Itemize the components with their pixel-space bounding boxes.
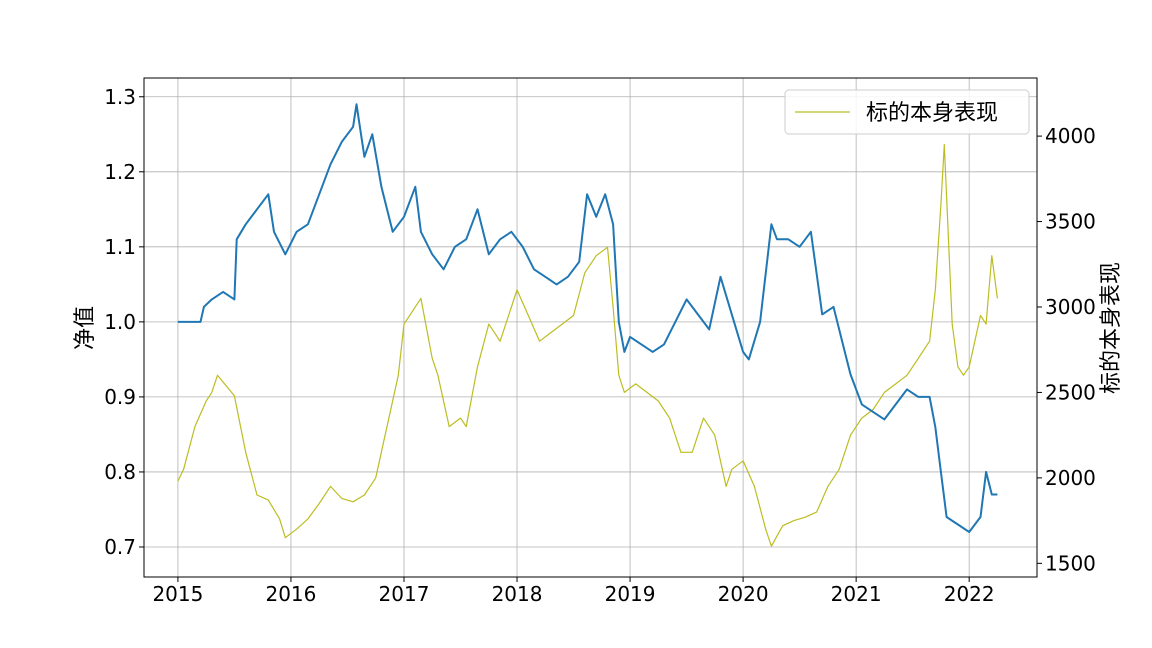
- y-tick-label: 1.1: [104, 235, 136, 259]
- x-tick-label: 2021: [831, 582, 882, 606]
- grid-lines: [144, 78, 1037, 577]
- x-tick-label: 2019: [605, 582, 656, 606]
- y-tick-label: 0.8: [104, 460, 136, 484]
- x-axis: 2015 2016 2017 2018 2019 2020 2021 2022: [152, 577, 995, 606]
- y-right-tick-label: 3500: [1045, 210, 1096, 234]
- y-right-tick-label: 4000: [1045, 124, 1096, 148]
- series-line-nav: [177, 103, 998, 533]
- y-tick-label: 1.0: [104, 310, 136, 334]
- y-tick-label: 0.9: [104, 385, 136, 409]
- y-right-tick-label: 2000: [1045, 466, 1096, 490]
- y-tick-label: 1.2: [104, 160, 136, 184]
- x-tick-label: 2017: [379, 582, 430, 606]
- x-tick-label: 2022: [944, 582, 995, 606]
- legend-label: 标的本身表现: [866, 101, 998, 126]
- y-axis-label-left: 净值: [73, 306, 98, 350]
- x-tick-label: 2018: [492, 582, 543, 606]
- y-axis-right: 1500 2000 2500 3000 3500 4000: [1037, 124, 1096, 575]
- series-line-underlying: [177, 144, 998, 547]
- y-right-tick-label: 1500: [1045, 551, 1096, 575]
- plot-frame: [143, 77, 1038, 578]
- y-tick-label: 0.7: [104, 535, 136, 559]
- x-tick-label: 2016: [265, 582, 316, 606]
- series-lines: [177, 103, 998, 547]
- y-tick-label: 1.3: [104, 85, 136, 109]
- y-axis-left: 0.7 0.8 0.9 1.0 1.1 1.2 1.3: [104, 85, 144, 559]
- x-tick-label: 2015: [152, 582, 203, 606]
- y-right-tick-label: 3000: [1045, 295, 1096, 319]
- legend: 标的本身表现: [784, 89, 1030, 135]
- legend-box: [784, 89, 1030, 135]
- y-right-tick-label: 2500: [1045, 380, 1096, 404]
- x-tick-label: 2020: [718, 582, 769, 606]
- y-axis-label-right: 标的本身表现: [1099, 262, 1124, 394]
